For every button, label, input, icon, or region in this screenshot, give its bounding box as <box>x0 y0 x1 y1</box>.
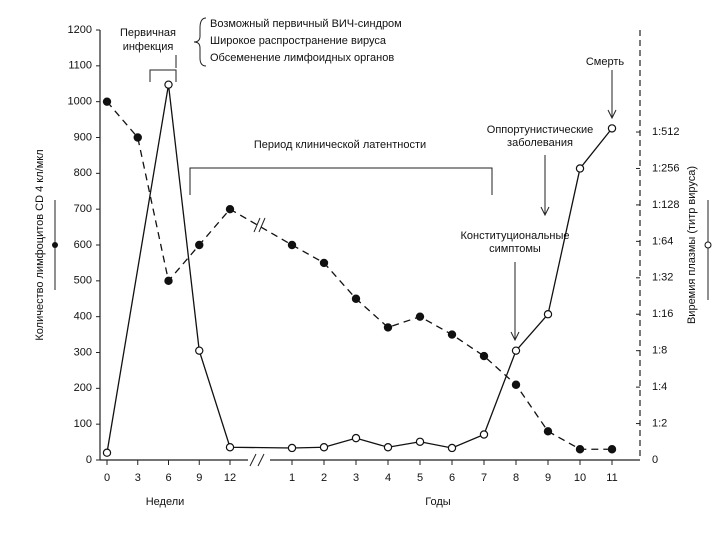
y2-tick-label: 1:64 <box>652 235 673 247</box>
y2-tick-label: 1:512 <box>652 126 680 138</box>
data-point <box>195 346 204 355</box>
data-point <box>447 443 457 453</box>
legend-key <box>52 200 58 290</box>
y-tick-label: 300 <box>74 346 92 358</box>
y2-axis-label: Виремия плазмы (титр вируса) <box>686 166 698 324</box>
legend-key <box>704 200 712 300</box>
y-tick-label: 0 <box>86 454 92 466</box>
annotation: Широкое распространение вируса <box>210 35 387 47</box>
data-point <box>102 97 112 106</box>
y2-tick-label: 1:2 <box>652 417 667 429</box>
y-tick-label: 900 <box>74 131 92 143</box>
annotation: Обсеменение лимфоидных органов <box>210 52 394 64</box>
y2-tick-label: 1:8 <box>652 345 667 357</box>
data-point <box>575 164 585 173</box>
line-break <box>253 217 266 233</box>
x-tick-label: 6 <box>165 472 171 484</box>
data-point <box>543 310 553 319</box>
x-tick-label: 3 <box>135 472 141 484</box>
data-point <box>447 330 457 339</box>
annotation: симптомы <box>489 243 541 255</box>
y2-tick-label: 1:256 <box>652 162 680 174</box>
data-point <box>351 433 361 443</box>
data-point <box>164 80 173 89</box>
annotation: Конституциональные <box>461 230 570 242</box>
y-tick-label: 1000 <box>68 96 92 108</box>
y-tick-label: 700 <box>74 203 92 215</box>
annotation: Смерть <box>586 56 625 68</box>
data-point <box>319 258 329 268</box>
y-tick-label: 400 <box>74 311 92 323</box>
data-point <box>287 240 297 250</box>
data-point <box>511 380 521 389</box>
x-tick-label: 10 <box>574 472 586 484</box>
y-axis-label: Количество лимфоцитов CD 4 кл/мкл <box>34 149 46 340</box>
y-tick-label: 1100 <box>68 60 92 72</box>
x-tick-label: 4 <box>385 472 391 484</box>
annotation: Возможный первичный ВИЧ-синдром <box>210 18 402 30</box>
x-tick-label: 5 <box>417 472 423 484</box>
data-point <box>415 437 425 446</box>
data-point <box>607 124 617 133</box>
series-line <box>106 101 612 450</box>
y2-tick-label: 1:128 <box>652 199 680 211</box>
x-tick-label: 3 <box>353 472 359 484</box>
data-point <box>479 351 489 361</box>
y2-tick-label: 1:32 <box>652 272 673 284</box>
annotation: заболевания <box>507 137 573 149</box>
data-point <box>511 346 521 355</box>
data-point <box>102 448 112 457</box>
data-point <box>383 323 393 332</box>
x-tick-label: 12 <box>224 472 236 484</box>
brace <box>193 17 207 67</box>
data-point <box>415 312 425 321</box>
bracket <box>149 55 177 82</box>
bracket <box>189 167 493 195</box>
data-point <box>607 445 617 454</box>
x-tick-label: 6 <box>449 472 455 484</box>
annotation: Оппортунистические <box>487 124 593 136</box>
annotation: Период клинической латентности <box>254 139 426 151</box>
x-tick-label: 2 <box>321 472 327 484</box>
x-axis-label: Недели <box>146 496 185 508</box>
data-point <box>383 443 393 452</box>
y-tick-label: 100 <box>74 418 92 430</box>
data-point <box>479 430 489 439</box>
annotation: инфекция <box>123 41 174 53</box>
x-tick-label: 8 <box>513 472 519 484</box>
data-point <box>195 240 204 250</box>
axis-break <box>249 453 265 467</box>
x-axis-label: Годы <box>425 496 451 508</box>
x-tick-label: 9 <box>196 472 202 484</box>
y-tick-label: 500 <box>74 275 92 287</box>
data-point <box>287 443 297 453</box>
y-tick-label: 800 <box>74 167 92 179</box>
y2-tick-label: 1:4 <box>652 381 667 393</box>
data-point <box>351 294 361 303</box>
data-point <box>164 276 173 286</box>
data-point <box>133 133 142 142</box>
annotation: Первичная <box>120 27 176 39</box>
data-point <box>319 443 329 452</box>
x-tick-label: 11 <box>606 472 617 484</box>
data-point <box>543 427 553 436</box>
y-tick-label: 200 <box>74 382 92 394</box>
x-tick-label: 0 <box>104 472 110 484</box>
arrow <box>510 262 520 342</box>
data-point <box>225 443 235 452</box>
data-point <box>225 204 235 214</box>
y2-tick-label: 0 <box>652 454 658 466</box>
arrow <box>607 70 617 120</box>
x-tick-label: 9 <box>545 472 551 484</box>
y2-tick-label: 1:16 <box>652 308 673 320</box>
x-tick-label: 7 <box>481 472 487 484</box>
data-point <box>575 445 585 454</box>
x-tick-label: 1 <box>289 472 295 484</box>
y-tick-label: 1200 <box>68 24 92 36</box>
arrow <box>540 155 550 217</box>
y-tick-label: 600 <box>74 239 92 251</box>
